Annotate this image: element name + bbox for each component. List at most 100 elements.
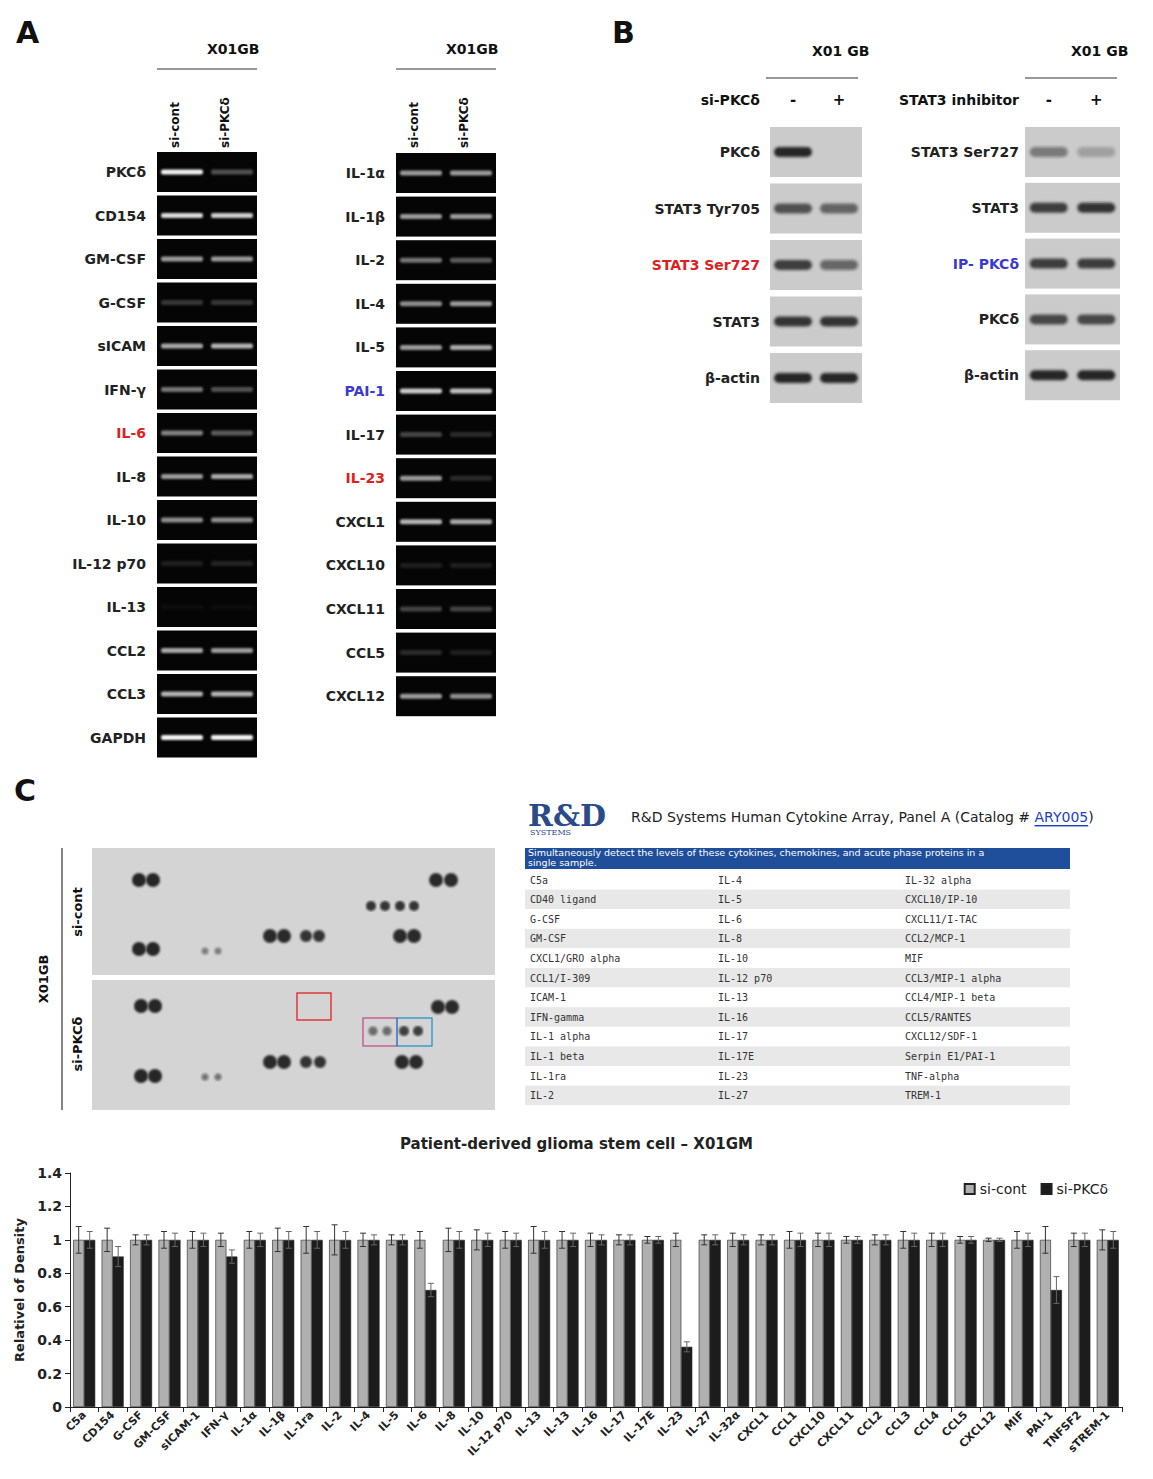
svg-text:STAT3: STAT3	[712, 314, 760, 330]
svg-text:1.2: 1.2	[37, 1198, 62, 1214]
svg-text:SYSTEMS: SYSTEMS	[530, 828, 571, 837]
svg-text:IL-13: IL-13	[107, 599, 146, 615]
svg-text:B: B	[612, 15, 635, 50]
svg-text:CD40 ligand: CD40 ligand	[530, 894, 596, 905]
svg-text:CCL2: CCL2	[107, 643, 146, 659]
svg-text:IFN-γ: IFN-γ	[199, 1408, 232, 1441]
svg-text:IL-1α: IL-1α	[228, 1408, 259, 1439]
svg-text:CCL2: CCL2	[854, 1408, 885, 1439]
svg-text:R&D Systems Human Cytokine Ar: R&D Systems Human Cytokine Array, Panel …	[631, 809, 1094, 825]
svg-text:IL-17E: IL-17E	[718, 1051, 754, 1062]
svg-text:ICAM-1: ICAM-1	[530, 992, 566, 1003]
svg-text:si-cont: si-cont	[168, 102, 182, 148]
svg-text:sICAM: sICAM	[97, 338, 146, 354]
svg-text:si-cont: si-cont	[980, 1181, 1027, 1197]
svg-text:si-PKCδ: si-PKCδ	[218, 97, 232, 148]
svg-text:IL-8: IL-8	[718, 933, 742, 944]
svg-text:IL-16: IL-16	[570, 1408, 601, 1439]
svg-text:STAT3 Ser727: STAT3 Ser727	[911, 144, 1019, 160]
svg-text:IL-1 alpha: IL-1 alpha	[530, 1031, 590, 1042]
svg-text:TREM-1: TREM-1	[905, 1090, 941, 1101]
svg-text:IL-17: IL-17	[346, 427, 385, 443]
svg-text:X01 GB: X01 GB	[812, 43, 869, 59]
svg-text:CD154: CD154	[80, 1408, 118, 1446]
svg-text:IL-8: IL-8	[116, 469, 146, 485]
svg-text:IL-6: IL-6	[116, 425, 146, 441]
svg-text:IL-4: IL-4	[355, 296, 385, 312]
svg-text:IFN-γ: IFN-γ	[104, 382, 146, 398]
svg-text:IL-5: IL-5	[376, 1408, 402, 1434]
svg-text:X01 GB: X01 GB	[1071, 43, 1128, 59]
svg-text:IL-13: IL-13	[513, 1408, 544, 1439]
svg-text:IL-13: IL-13	[718, 992, 748, 1003]
svg-text:Serpin E1/PAI-1: Serpin E1/PAI-1	[905, 1051, 995, 1062]
svg-text:IL-17E: IL-17E	[621, 1408, 657, 1444]
svg-text:IL-16: IL-16	[718, 1012, 748, 1023]
svg-text:IL-32 alpha: IL-32 alpha	[905, 875, 971, 886]
svg-text:sICAM-1: sICAM-1	[158, 1408, 203, 1453]
svg-text:IL-1β: IL-1β	[345, 209, 385, 225]
svg-text:IFN-gamma: IFN-gamma	[530, 1012, 584, 1023]
svg-text:CCL3/MIP-1 alpha: CCL3/MIP-1 alpha	[905, 973, 1001, 984]
svg-text:IL-6: IL-6	[718, 914, 742, 925]
svg-text:STAT3 Ser727: STAT3 Ser727	[652, 257, 760, 273]
svg-text:β-actin: β-actin	[964, 367, 1019, 383]
svg-text:si-cont: si-cont	[70, 887, 85, 937]
svg-text:IL-2: IL-2	[355, 252, 385, 268]
svg-text:CCL5: CCL5	[346, 645, 385, 661]
svg-text:GAPDH: GAPDH	[90, 730, 146, 746]
svg-text:0.4: 0.4	[37, 1332, 62, 1348]
svg-text:X01GB: X01GB	[36, 955, 51, 1004]
svg-text:Simultaneously detect the leve: Simultaneously detect the levels of thes…	[528, 847, 984, 868]
svg-text:-: -	[1046, 91, 1052, 109]
svg-text:si-PKCδ: si-PKCδ	[70, 1016, 85, 1071]
svg-text:sTREM-1: sTREM-1	[1066, 1408, 1113, 1455]
svg-text:+: +	[1090, 91, 1103, 109]
svg-text:PKCδ: PKCδ	[106, 164, 147, 180]
svg-text:G-CSF: G-CSF	[530, 914, 560, 925]
svg-text:IL-12 p70: IL-12 p70	[72, 556, 146, 572]
svg-text:CCL3: CCL3	[882, 1408, 913, 1439]
svg-text:CXCL1: CXCL1	[335, 514, 385, 530]
svg-text:IL-1 beta: IL-1 beta	[530, 1051, 584, 1062]
svg-text:IL-12 p70: IL-12 p70	[718, 973, 772, 984]
svg-text:Relativel of Density: Relativel of Density	[12, 1218, 27, 1362]
svg-text:IL-6: IL-6	[404, 1408, 430, 1434]
svg-text:-: -	[790, 91, 796, 109]
svg-text:0.8: 0.8	[37, 1265, 62, 1281]
svg-text:β-actin: β-actin	[705, 370, 760, 386]
svg-text:1: 1	[52, 1232, 62, 1248]
svg-text:CCL5/RANTES: CCL5/RANTES	[905, 1012, 971, 1023]
svg-text:IL-4: IL-4	[347, 1408, 373, 1434]
svg-text:CXCL12/SDF-1: CXCL12/SDF-1	[905, 1031, 977, 1042]
svg-text:X01GB: X01GB	[207, 41, 259, 57]
svg-text:IL-5: IL-5	[718, 894, 742, 905]
svg-text:STAT3 Tyr705: STAT3 Tyr705	[654, 201, 760, 217]
svg-text:PKCδ: PKCδ	[979, 311, 1020, 327]
svg-text:G-CSF: G-CSF	[99, 295, 146, 311]
svg-text:0: 0	[52, 1399, 62, 1415]
svg-text:CXCL11: CXCL11	[814, 1408, 856, 1450]
svg-text:+: +	[833, 91, 846, 109]
svg-text:IL-2: IL-2	[319, 1408, 345, 1434]
svg-text:CXCL1: CXCL1	[735, 1408, 772, 1445]
svg-text:IL-17: IL-17	[718, 1031, 748, 1042]
svg-text:1.4: 1.4	[37, 1165, 62, 1181]
svg-text:IL-2: IL-2	[530, 1090, 554, 1101]
svg-text:TNF-alpha: TNF-alpha	[905, 1071, 959, 1082]
svg-text:CXCL1/GRO alpha: CXCL1/GRO alpha	[530, 953, 620, 964]
svg-text:CCL2/MCP-1: CCL2/MCP-1	[905, 933, 965, 944]
svg-text:IL-23: IL-23	[718, 1071, 748, 1082]
svg-text:IL-23: IL-23	[655, 1408, 686, 1439]
svg-text:IL-1α: IL-1α	[346, 165, 386, 181]
svg-text:IL-13: IL-13	[541, 1408, 572, 1439]
svg-text:PAI-1: PAI-1	[344, 383, 385, 399]
svg-text:IL-23: IL-23	[346, 470, 385, 486]
svg-text:si-cont: si-cont	[407, 102, 421, 148]
svg-text:X01GB: X01GB	[446, 41, 498, 57]
svg-text:CCL4: CCL4	[911, 1408, 942, 1439]
svg-text:IL-5: IL-5	[355, 339, 385, 355]
svg-text:CXCL10: CXCL10	[326, 557, 386, 573]
svg-text:CXCL11/I-TAC: CXCL11/I-TAC	[905, 914, 977, 925]
svg-text:CD154: CD154	[95, 208, 146, 224]
